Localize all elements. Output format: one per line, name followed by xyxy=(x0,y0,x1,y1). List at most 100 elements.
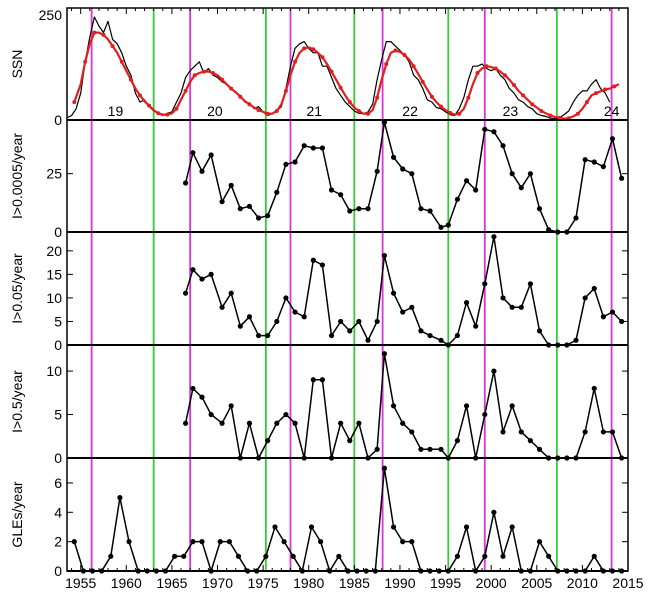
series-line xyxy=(73,467,622,572)
y-axis-label: GLEs/year xyxy=(9,481,25,547)
smoothed-ssn-point xyxy=(402,53,407,58)
data-point xyxy=(365,206,371,212)
data-point xyxy=(546,227,552,233)
data-point xyxy=(199,276,205,282)
data-point xyxy=(263,553,269,559)
data-point xyxy=(418,446,424,452)
smoothed-ssn-point xyxy=(302,46,307,51)
data-point xyxy=(237,206,243,212)
data-point xyxy=(265,438,271,444)
x-tick-label: 2015 xyxy=(612,575,643,591)
y-axis-label: I>0.5/year xyxy=(9,370,25,433)
smoothed-ssn-point xyxy=(411,64,416,69)
data-point xyxy=(219,304,225,310)
x-tick-label: 1960 xyxy=(111,575,142,591)
smoothed-ssn-point xyxy=(183,88,188,93)
data-point xyxy=(509,171,515,177)
data-point xyxy=(600,314,606,320)
smoothed-ssn-point xyxy=(475,70,480,75)
smoothed-ssn-point xyxy=(238,94,243,99)
data-point xyxy=(265,213,271,219)
data-point xyxy=(208,152,214,158)
data-point xyxy=(609,136,616,142)
data-point xyxy=(182,180,189,186)
smoothed-ssn-point xyxy=(247,102,252,107)
smoothed-ssn-point xyxy=(347,100,352,105)
cycle-label: 20 xyxy=(207,103,223,119)
monthly-ssn-line xyxy=(66,16,611,120)
smoothed-ssn-point xyxy=(384,62,389,66)
data-point xyxy=(338,420,344,426)
data-point xyxy=(418,328,424,334)
data-point xyxy=(190,150,196,156)
data-point xyxy=(226,539,232,545)
y-tick-label: 25 xyxy=(46,166,62,182)
data-point xyxy=(374,446,380,452)
data-point xyxy=(347,208,353,214)
data-point xyxy=(182,290,189,296)
data-point xyxy=(328,332,335,339)
data-point xyxy=(356,206,362,212)
data-point xyxy=(409,304,415,310)
data-point xyxy=(527,171,533,177)
data-point xyxy=(381,252,388,259)
cycle-label: 23 xyxy=(503,103,519,119)
smoothed-ssn-point xyxy=(320,55,325,60)
data-point xyxy=(454,438,461,444)
data-point xyxy=(310,377,316,383)
data-point xyxy=(292,159,298,165)
smoothed-ssn-point xyxy=(229,86,234,91)
smoothed-ssn-point xyxy=(439,104,443,109)
data-point xyxy=(482,126,488,132)
smoothed-ssn-point xyxy=(147,103,152,108)
data-point xyxy=(582,295,588,301)
data-point xyxy=(390,524,397,530)
data-point xyxy=(283,295,289,301)
smoothed-ssn-point xyxy=(393,48,398,53)
data-point xyxy=(219,199,225,205)
smoothed-ssn-point xyxy=(192,73,197,78)
data-point xyxy=(228,403,234,409)
data-point xyxy=(219,420,225,426)
y-tick-label: 20 xyxy=(46,243,62,259)
x-tick-label: 1965 xyxy=(156,575,187,591)
data-point xyxy=(208,411,214,418)
data-point xyxy=(509,304,515,310)
y-tick-label: 2 xyxy=(54,534,62,550)
data-point xyxy=(536,328,543,334)
cycle-label: 19 xyxy=(108,103,124,119)
data-point xyxy=(527,281,533,287)
data-point xyxy=(126,539,132,545)
data-point xyxy=(374,168,380,174)
smoothed-ssn-point xyxy=(466,95,471,100)
data-point xyxy=(310,145,316,151)
data-point xyxy=(356,420,362,426)
smoothed-ssn-point xyxy=(375,95,380,100)
data-point xyxy=(374,318,380,325)
data-point xyxy=(509,403,515,409)
data-point xyxy=(356,318,362,325)
smoothed-ssn-point xyxy=(548,113,553,118)
smoothed-ssn-point xyxy=(521,93,526,98)
smoothed-ssn-point xyxy=(511,83,516,88)
data-point xyxy=(438,446,444,452)
data-point xyxy=(591,385,597,392)
x-tick-label: 1955 xyxy=(65,575,96,591)
data-point xyxy=(281,539,287,545)
data-point xyxy=(272,524,278,530)
data-point xyxy=(381,351,388,357)
data-point xyxy=(190,539,196,545)
data-point xyxy=(199,394,205,400)
y-tick-label: 10 xyxy=(46,363,62,379)
data-point xyxy=(454,196,461,202)
data-point xyxy=(491,129,497,135)
data-point xyxy=(427,208,433,214)
data-point xyxy=(463,178,470,184)
data-point xyxy=(182,420,189,426)
data-point xyxy=(609,429,616,435)
smoothed-ssn-line xyxy=(73,31,620,120)
data-point xyxy=(591,285,597,292)
data-point xyxy=(427,332,433,339)
x-tick-label: 2010 xyxy=(567,575,598,591)
data-point xyxy=(500,143,506,149)
